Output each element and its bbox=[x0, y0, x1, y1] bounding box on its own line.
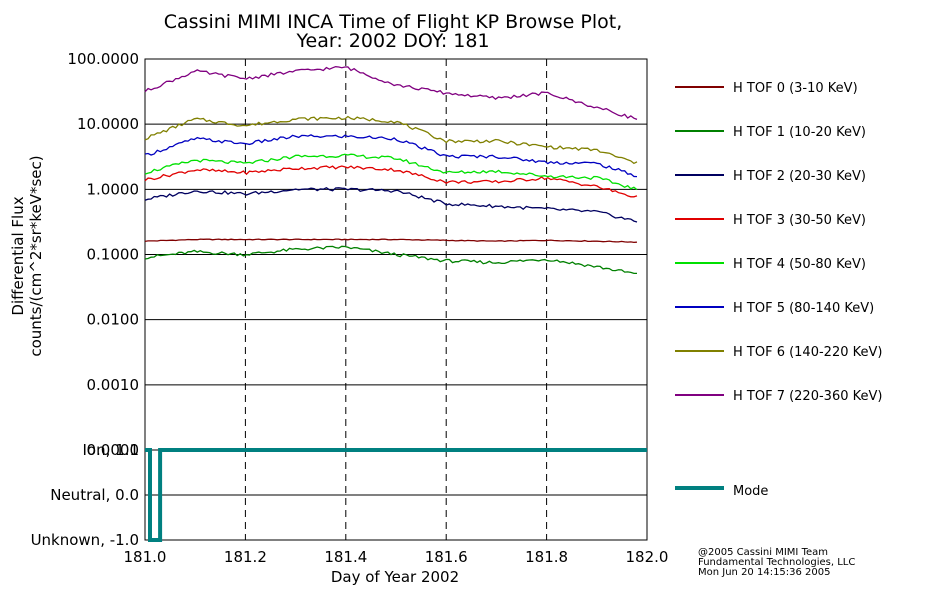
legend-label-tof-1: H TOF 1 (10-20 KeV) bbox=[733, 125, 866, 140]
legend-label-tof-4: H TOF 4 (50-80 KeV) bbox=[733, 257, 866, 272]
series-line-tof-6 bbox=[144, 115, 638, 165]
y-tick-label: 0.1000 bbox=[87, 246, 140, 264]
chart-subtitle: Year: 2002 DOY: 181 bbox=[295, 30, 489, 52]
x-tick-label: 182.0 bbox=[626, 548, 669, 566]
legend-label-tof-2: H TOF 2 (20-30 KeV) bbox=[733, 169, 866, 184]
mode-tick-label: Neutral, 0.0 bbox=[50, 486, 139, 504]
y-tick-label: 10.0000 bbox=[77, 115, 139, 133]
series-line-tof-3 bbox=[144, 165, 638, 198]
mode-line bbox=[145, 448, 647, 542]
legend-label-tof-7: H TOF 7 (220-360 KeV) bbox=[733, 389, 882, 404]
legend-label-tof-0: H TOF 0 (3-10 KeV) bbox=[733, 81, 858, 96]
legend-label-tof-5: H TOF 5 (80-140 KeV) bbox=[733, 301, 874, 316]
y-tick-label: 0.0001 bbox=[87, 441, 140, 459]
credit-line-2: Fundamental Technologies, LLC bbox=[698, 557, 855, 568]
series-line-tof-5 bbox=[144, 134, 638, 178]
x-tick-label: 181.6 bbox=[425, 548, 468, 566]
mode-tick-label: Unknown, -1.0 bbox=[31, 531, 139, 549]
x-tick-label: 181.8 bbox=[525, 548, 568, 566]
series-line-tof-7 bbox=[144, 66, 638, 121]
y-axis-label-line2: counts/(cm^2*sr*keV*sec) bbox=[27, 155, 45, 356]
legend-label-tof-6: H TOF 6 (140-220 KeV) bbox=[733, 345, 882, 360]
y-tick-label: 1.0000 bbox=[87, 180, 140, 198]
credit-line-1: @2005 Cassini MIMI Team bbox=[698, 547, 828, 558]
x-tick-label: 181.4 bbox=[324, 548, 367, 566]
legend: H TOF 0 (3-10 KeV) H TOF 1 (10-20 KeV) H T… bbox=[675, 81, 882, 499]
legend-label-mode: Mode bbox=[733, 484, 768, 499]
flux-panel: 100.0000 10.0000 1.0000 0.1000 0.0100 0.0010 0… bbox=[67, 50, 648, 459]
x-axis-label: Day of Year 2002 bbox=[331, 568, 459, 586]
chart-title: Cassini MIMI INCA Time of Flight KP Brow… bbox=[164, 11, 623, 33]
series-line-tof-2 bbox=[144, 186, 638, 223]
x-tick-label: 181.0 bbox=[124, 548, 167, 566]
series-line-tof-0 bbox=[144, 238, 638, 244]
y-axis-label-line1: Differential Flux bbox=[9, 196, 27, 315]
y-tick-label: 0.0010 bbox=[87, 376, 140, 394]
mode-tick-label: Ion, 1.0 bbox=[83, 441, 140, 459]
y-tick-label: 0.0100 bbox=[87, 311, 140, 329]
series-line-tof-4 bbox=[144, 153, 638, 191]
y-tick-label: 100.0000 bbox=[67, 50, 139, 68]
series-line-tof-1 bbox=[144, 245, 637, 275]
legend-label-tof-3: H TOF 3 (30-50 KeV) bbox=[733, 213, 866, 228]
x-tick-label: 181.2 bbox=[224, 548, 267, 566]
credit-line-3: Mon Jun 20 14:15:36 2005 bbox=[698, 567, 831, 578]
